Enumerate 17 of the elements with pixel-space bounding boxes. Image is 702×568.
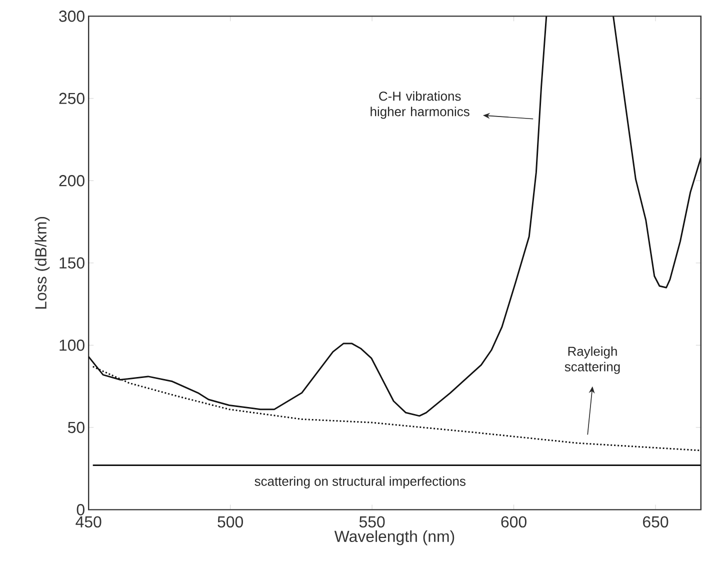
y-tick-label: 150 (60, 257, 84, 269)
x-tick-label: 450 (76, 516, 102, 528)
y-tick-label: 300 (59, 10, 84, 22)
y-tick-label: 250 (59, 92, 84, 104)
x-tick-label: 500 (218, 516, 243, 528)
annotation: Rayleigh scattering (564, 346, 620, 374)
y-axis-title: Loss (dB/km) (34, 217, 50, 309)
annotation: scattering on structural imperfections (254, 476, 466, 488)
y-tick-label: 50 (68, 422, 84, 434)
y-tick-label: 200 (59, 175, 84, 186)
x-tick-label: 650 (643, 516, 668, 528)
y-tick-label: 0 (76, 504, 84, 516)
y-tick-label: 100 (60, 340, 84, 351)
x-tick-label: 600 (501, 516, 526, 528)
annotation: C-H vibrations higher harmonics (370, 91, 470, 119)
x-tick-label: 550 (359, 516, 385, 528)
x-axis-title: Wavelength (nm) (334, 530, 454, 546)
